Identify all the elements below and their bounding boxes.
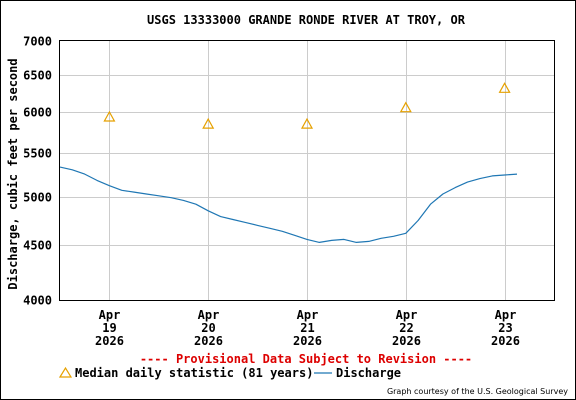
- y-tick-label: 6500: [23, 69, 52, 83]
- x-tick-label: 19: [102, 321, 116, 335]
- y-tick-label: 4000: [23, 294, 52, 308]
- x-tick-label: 2026: [95, 334, 124, 348]
- x-tick-label: Apr: [495, 308, 517, 322]
- y-tick-label: 5500: [23, 147, 52, 161]
- discharge-series-line: [59, 166, 518, 243]
- x-tick-label: 2026: [194, 334, 223, 348]
- x-tick-label: 21: [300, 321, 314, 335]
- median-statistic-point: [300, 117, 314, 129]
- legend-discharge-label: Discharge: [336, 366, 401, 380]
- grid-lines: [60, 41, 554, 300]
- median-statistic-point: [202, 117, 215, 129]
- y-tick-label: 4500: [23, 239, 52, 253]
- y-tick-label: 5000: [23, 191, 52, 205]
- legend-median-label: Median daily statistic (81 years): [75, 366, 313, 380]
- legend-median-triangle-icon: [58, 366, 73, 378]
- axis-ticks: 4000450050005500600065007000Apr192026Apr…: [23, 35, 520, 349]
- x-tick-label: Apr: [198, 308, 220, 322]
- provisional-note: ---- Provisional Data Subject to Revisio…: [140, 352, 472, 366]
- x-tick-label: Apr: [297, 308, 319, 322]
- plot-border: [59, 40, 555, 301]
- legend: Median daily statistic (81 years) Discha…: [58, 366, 401, 380]
- y-axis-label: Discharge, cubic feet per second: [6, 58, 20, 289]
- median-statistic-point: [103, 110, 116, 122]
- x-tick-label: 2026: [293, 334, 322, 348]
- x-tick-label: 2026: [491, 334, 520, 348]
- median-statistic-point: [498, 82, 511, 93]
- x-tick-label: 2026: [392, 334, 421, 348]
- y-tick-label: 7000: [23, 35, 52, 49]
- y-tick-label: 6000: [23, 106, 52, 120]
- median-statistic-point: [399, 101, 412, 113]
- series-layer: [59, 82, 518, 243]
- x-tick-label: Apr: [99, 308, 121, 322]
- chart-title: USGS 13333000 GRANDE RONDE RIVER AT TROY…: [147, 13, 466, 27]
- x-tick-label: 20: [201, 321, 215, 335]
- x-tick-label: 23: [498, 321, 512, 335]
- x-tick-label: Apr: [396, 308, 418, 322]
- x-tick-label: 22: [399, 321, 413, 335]
- credit-text: Graph courtesy of the U.S. Geological Su…: [387, 387, 568, 396]
